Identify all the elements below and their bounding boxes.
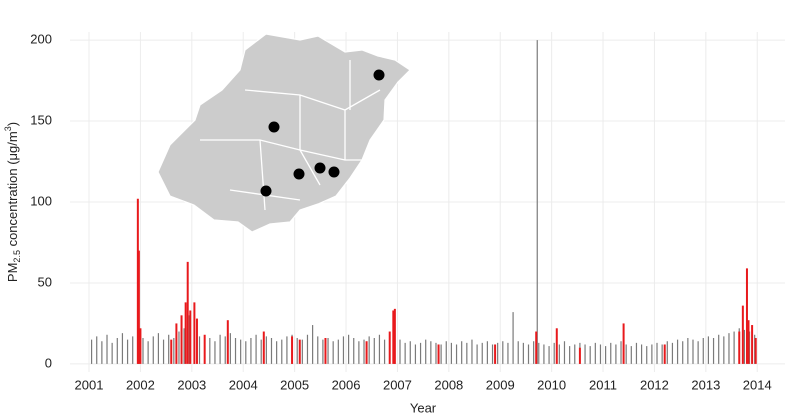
map-site [314, 162, 326, 174]
map-site [260, 185, 272, 197]
inset-map [157, 33, 411, 233]
x-tick-label: 2005 [280, 377, 309, 392]
y-tick-label: 150 [30, 112, 52, 127]
x-tick-label: 2013 [691, 377, 720, 392]
x-tick-label: 2007 [383, 377, 412, 392]
y-label-part: PM [5, 263, 20, 283]
map-site [328, 166, 340, 178]
x-tick-label: 2006 [332, 377, 361, 392]
x-tick-label: 2002 [126, 377, 155, 392]
map-site [268, 121, 280, 133]
x-tick-label: 2003 [177, 377, 206, 392]
x-tick-label: 2010 [537, 377, 566, 392]
x-tick-label: 2012 [640, 377, 669, 392]
y-label-sub: 2.5 [12, 250, 22, 263]
y-tick-label: 50 [38, 274, 52, 289]
x-tick-label: 2011 [589, 377, 617, 392]
y-tick-label: 100 [30, 193, 52, 208]
y-label-part: ) [5, 122, 20, 126]
x-tick-label: 2001 [75, 377, 104, 392]
x-tick-label: 2014 [743, 377, 772, 392]
x-axis-label: Year [410, 400, 437, 415]
map-site [373, 69, 385, 81]
x-tick-label: 2009 [486, 377, 515, 392]
y-tick-label: 200 [30, 32, 52, 47]
map-region [157, 33, 411, 233]
y-axis-label: PM2.5 concentration (μg/m3) [3, 122, 22, 282]
y-label-sup: 3 [3, 126, 13, 131]
map-site [293, 168, 305, 180]
y-label-part: concentration (μg/m [5, 131, 20, 250]
y-tick-label: 0 [45, 355, 52, 370]
x-tick-label: 2004 [229, 377, 258, 392]
x-tick-label: 2008 [434, 377, 463, 392]
